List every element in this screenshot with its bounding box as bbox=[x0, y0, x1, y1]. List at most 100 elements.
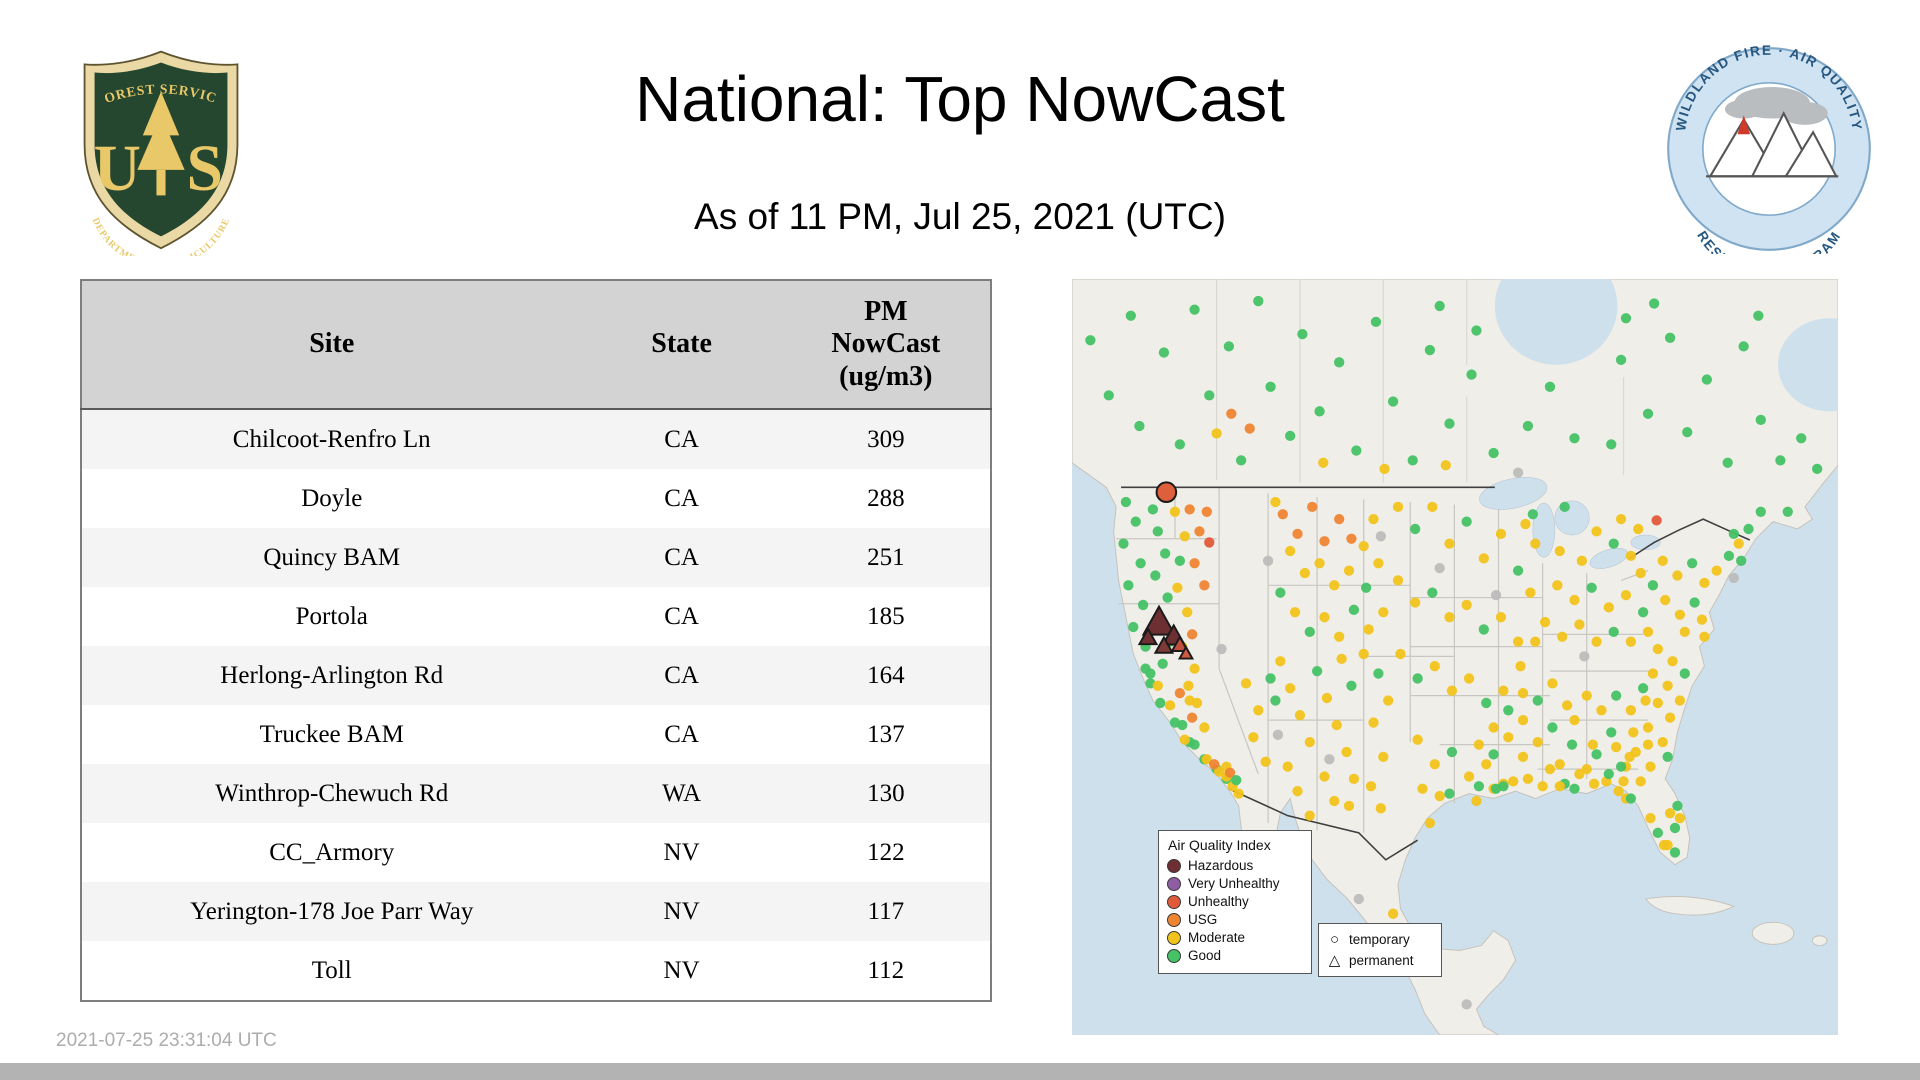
monitor-dot bbox=[1532, 695, 1543, 706]
monitor-dot bbox=[1253, 295, 1264, 307]
monitor-dot bbox=[1557, 631, 1568, 642]
monitor-dot bbox=[1628, 727, 1639, 738]
monitor-dot bbox=[1591, 636, 1602, 647]
monitor-dot bbox=[1569, 594, 1580, 606]
monitor-dot bbox=[1587, 739, 1599, 750]
monitor-dot bbox=[1378, 751, 1389, 763]
monitor-dot bbox=[1240, 678, 1252, 689]
forest-service-logo: FOREST SERVICE U S DEPARTMENT OF AGRICUL… bbox=[70, 42, 239, 256]
monitor-dot bbox=[1664, 712, 1676, 723]
monitor-dot bbox=[1294, 710, 1306, 721]
monitor-dot bbox=[1637, 607, 1649, 618]
monitor-dot bbox=[1649, 298, 1660, 309]
aqi-color-swatch bbox=[1167, 876, 1181, 891]
monitor-dot bbox=[1488, 749, 1499, 760]
monitor-dot bbox=[1363, 624, 1374, 635]
monitor-dot bbox=[1606, 439, 1617, 450]
monitor-dot bbox=[1478, 624, 1489, 635]
monitor-dot bbox=[1637, 683, 1649, 694]
monitor-dot bbox=[1179, 734, 1190, 745]
monitor-dot bbox=[1348, 773, 1360, 785]
monitor-dot bbox=[1738, 341, 1749, 352]
monitor-dot bbox=[1495, 612, 1507, 623]
top-nowcast-table-container: Site State PM NowCast (ug/m3) Chilcoot-R… bbox=[80, 279, 992, 1002]
monitor-dot bbox=[1488, 447, 1499, 459]
monitor-dot bbox=[1410, 597, 1421, 608]
monitor-dot bbox=[1701, 374, 1713, 385]
monitor-dot bbox=[1498, 685, 1509, 696]
monitor-dot bbox=[1640, 695, 1651, 706]
monitor-dot bbox=[1434, 300, 1445, 312]
monitor-dot bbox=[1346, 680, 1357, 691]
marker-shape-legend: ○ temporary △ permanent bbox=[1318, 923, 1442, 977]
monitor-dot bbox=[1272, 729, 1284, 740]
top-site-marker-permanent bbox=[1137, 626, 1159, 646]
monitor-dot bbox=[1233, 788, 1244, 799]
aqi-legend-label: Good bbox=[1188, 948, 1222, 963]
monitor-dot bbox=[1265, 673, 1276, 684]
pm-nowcast-cell: 185 bbox=[867, 602, 905, 630]
monitor-dot bbox=[1270, 496, 1281, 508]
monitor-dot bbox=[1615, 354, 1627, 366]
monitor-dot bbox=[1544, 381, 1556, 392]
monitor-dot bbox=[1235, 455, 1247, 466]
monitor-dot bbox=[1660, 594, 1671, 606]
monitor-dot bbox=[1687, 558, 1698, 569]
monitor-dot bbox=[1444, 788, 1455, 799]
monitor-dot bbox=[1446, 685, 1458, 696]
aqi-legend-item: Good bbox=[1167, 948, 1303, 963]
monitor-dot bbox=[1674, 695, 1686, 706]
monitor-dot bbox=[1172, 582, 1183, 593]
monitor-dot bbox=[1128, 621, 1139, 633]
monitor-dot bbox=[1373, 668, 1384, 679]
monitor-dot bbox=[1373, 558, 1384, 569]
monitor-dot bbox=[1182, 607, 1193, 618]
monitor-dot bbox=[1194, 526, 1205, 537]
monitor-dot bbox=[1186, 629, 1198, 640]
monitor-dot bbox=[1358, 540, 1369, 552]
monitor-dot bbox=[1304, 626, 1315, 638]
monitor-dot bbox=[1292, 786, 1303, 797]
monitor-dot bbox=[1157, 658, 1168, 669]
monitor-dot bbox=[1662, 680, 1673, 691]
monitor-dot bbox=[1574, 619, 1585, 630]
monitor-dot bbox=[1522, 773, 1534, 785]
monitor-dot bbox=[1444, 538, 1455, 549]
monitor-dot bbox=[1226, 408, 1237, 419]
mountains-icon bbox=[1706, 110, 1839, 178]
monitor-dot bbox=[1231, 774, 1242, 786]
monitor-dot bbox=[1620, 313, 1632, 324]
monitor-dot bbox=[1201, 506, 1212, 517]
table-row: Herlong-Arlington Rd CA 164 bbox=[81, 646, 991, 705]
monitor-dot bbox=[1588, 778, 1600, 789]
monitor-dot bbox=[1145, 668, 1156, 679]
site-cell: Winthrop-Chewuch Rd bbox=[215, 779, 449, 807]
table-row: Toll NV 112 bbox=[81, 941, 991, 1001]
monitor-dot bbox=[1576, 555, 1587, 566]
monitor-dot bbox=[1407, 455, 1418, 466]
monitor-dot bbox=[1512, 467, 1524, 478]
monitor-dot bbox=[1547, 722, 1558, 733]
monitor-dot bbox=[1669, 847, 1681, 858]
monitor-dot bbox=[1625, 705, 1637, 716]
monitor-dot bbox=[1213, 766, 1225, 777]
monitor-dot bbox=[1473, 781, 1485, 792]
monitor-dot bbox=[1417, 783, 1428, 794]
monitor-dot bbox=[1667, 656, 1678, 667]
shape-legend-item: ○ temporary bbox=[1327, 931, 1433, 948]
monitor-dot bbox=[1135, 558, 1146, 569]
monitor-dot bbox=[1581, 690, 1592, 701]
monitor-dot bbox=[1265, 381, 1276, 392]
site-cell: Quincy BAM bbox=[263, 543, 401, 571]
monitor-dot bbox=[1591, 749, 1602, 760]
monitor-dot bbox=[1189, 304, 1200, 315]
monitor-dot bbox=[1085, 335, 1096, 346]
monitor-dot bbox=[1461, 599, 1472, 611]
monitor-dot bbox=[1434, 563, 1445, 574]
monitor-dot bbox=[1282, 761, 1293, 772]
monitor-dot bbox=[1642, 739, 1654, 750]
monitor-dot bbox=[1162, 592, 1173, 603]
monitor-dot bbox=[1248, 732, 1259, 743]
puerto-rico bbox=[1811, 935, 1828, 947]
